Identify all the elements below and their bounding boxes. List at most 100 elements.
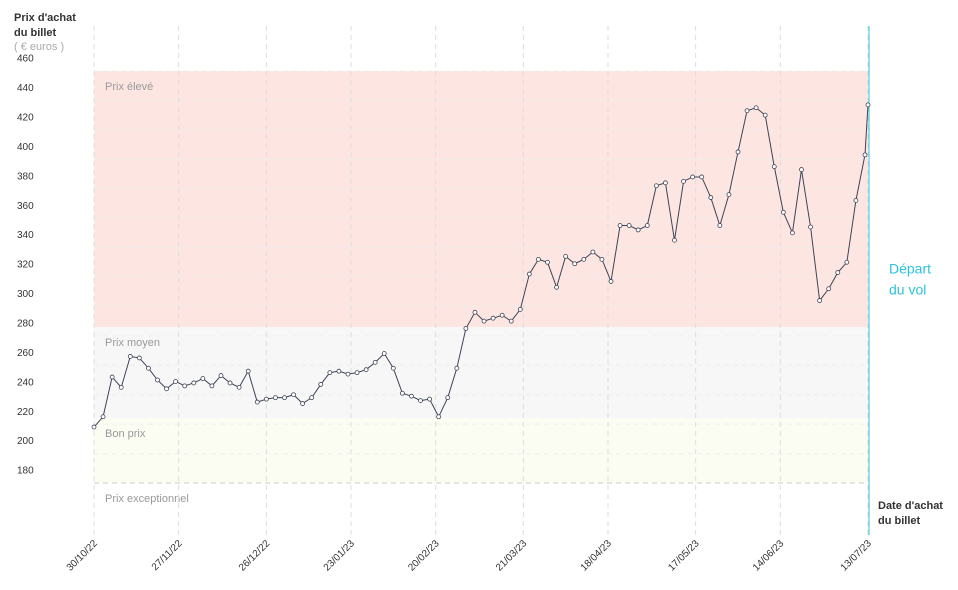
price-point xyxy=(91,424,97,430)
price-point xyxy=(853,198,859,203)
annotation: Départ xyxy=(889,261,931,277)
price-point xyxy=(526,271,532,277)
x-tick-label: 18/04/23 xyxy=(579,538,615,574)
price-point xyxy=(726,192,732,198)
price-point xyxy=(490,315,496,321)
price-point xyxy=(245,368,251,374)
price-point xyxy=(626,223,632,228)
price-point xyxy=(653,183,659,189)
y-unit: ( € euros ) xyxy=(14,41,64,53)
price-point xyxy=(254,399,260,405)
price-point xyxy=(118,384,124,390)
price-point xyxy=(263,396,269,402)
y-tick-label: 180 xyxy=(17,466,34,477)
price-point xyxy=(644,223,650,228)
price-point xyxy=(436,414,442,420)
price-point xyxy=(536,256,541,262)
price-point xyxy=(865,102,871,108)
price-point xyxy=(563,253,569,259)
price-point xyxy=(200,376,206,381)
price-point xyxy=(173,379,179,384)
x-tick-label: 26/12/22 xyxy=(237,538,273,574)
y-tick-label: 340 xyxy=(17,230,34,241)
y-tick-label: 300 xyxy=(17,289,34,300)
price-point xyxy=(282,395,287,401)
y-tick-label: 220 xyxy=(17,407,34,418)
x-tick-label: 20/02/23 xyxy=(406,538,442,574)
price-point xyxy=(590,249,596,255)
price-point xyxy=(545,259,550,265)
price-point xyxy=(753,105,759,111)
price-point xyxy=(109,374,115,380)
y-tick-label: 460 xyxy=(17,54,34,65)
price-point xyxy=(418,398,423,404)
price-point xyxy=(799,167,804,172)
x-tick-label: 14/06/23 xyxy=(751,538,787,574)
price-point xyxy=(508,318,514,324)
price-point xyxy=(835,270,841,275)
price-point xyxy=(808,224,813,230)
price-point xyxy=(762,112,768,118)
price-point xyxy=(273,395,278,401)
zone xyxy=(94,327,868,419)
x-tick-label: 27/11/22 xyxy=(150,538,185,573)
price-point xyxy=(291,392,296,398)
y-tick-label: 240 xyxy=(17,377,34,388)
y-tick-label: 200 xyxy=(17,436,34,447)
price-point xyxy=(862,152,868,158)
price-point xyxy=(817,298,823,303)
price-point xyxy=(717,223,723,228)
price-point xyxy=(744,108,750,114)
y-tick-label: 420 xyxy=(17,112,34,123)
price-point xyxy=(517,306,523,312)
price-point xyxy=(372,359,378,365)
price-point xyxy=(844,259,850,265)
price-point xyxy=(663,180,668,186)
price-point xyxy=(218,373,224,378)
price-point xyxy=(690,174,696,180)
price-point xyxy=(300,401,306,406)
price-point xyxy=(409,393,414,399)
price-point xyxy=(345,371,351,377)
price-point xyxy=(481,318,487,324)
price-point xyxy=(427,396,433,402)
y-tick-label: 360 xyxy=(17,201,34,212)
zone-label: Prix exceptionnel xyxy=(105,493,189,505)
price-point xyxy=(635,227,641,233)
y-tick-label: 400 xyxy=(17,142,34,153)
price-point xyxy=(554,284,559,290)
y-tick-label: 320 xyxy=(17,260,34,271)
x-tick-label: 17/05/23 xyxy=(666,538,702,574)
price-point xyxy=(445,395,451,401)
price-point xyxy=(472,309,478,315)
price-point xyxy=(780,209,786,215)
price-point xyxy=(381,351,387,356)
x-label: du billet xyxy=(878,515,921,527)
price-point xyxy=(499,312,505,318)
price-point xyxy=(309,395,315,401)
price-point xyxy=(227,380,233,386)
x-tick-label: 13/07/23 xyxy=(839,538,875,574)
price-point xyxy=(708,195,714,200)
price-point xyxy=(699,174,705,180)
price-point xyxy=(182,383,188,389)
x-tick-label: 30/10/22 xyxy=(65,538,101,574)
y-tick-label: 440 xyxy=(17,83,34,94)
price-point xyxy=(136,355,142,361)
zone-label: Prix élevé xyxy=(105,81,153,93)
price-point xyxy=(336,368,342,374)
price-point xyxy=(127,354,133,359)
price-point xyxy=(735,149,741,155)
x-tick-label: 21/03/23 xyxy=(494,538,530,574)
price-point xyxy=(681,178,686,184)
price-point xyxy=(399,390,405,396)
price-point xyxy=(146,365,151,371)
price-point xyxy=(155,377,160,383)
y-tick-label: 280 xyxy=(17,318,34,329)
price-point xyxy=(236,384,242,390)
price-point xyxy=(608,279,614,284)
price-point xyxy=(209,383,215,389)
price-point xyxy=(617,223,623,228)
zone-label: Prix moyen xyxy=(105,337,160,349)
